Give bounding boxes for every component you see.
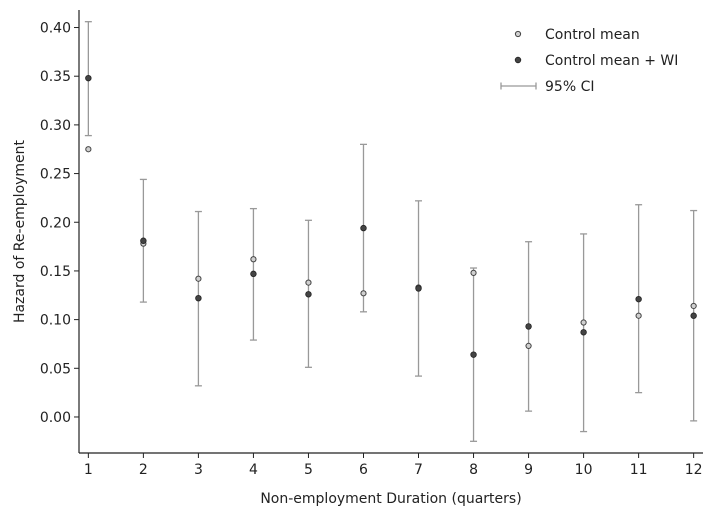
plot-area — [84, 21, 698, 442]
y-tick-label: 0.00 — [40, 410, 71, 426]
point-control-mean-wi — [580, 329, 587, 336]
point-control-mean — [580, 319, 587, 326]
point-control-mean — [635, 312, 642, 319]
y-ticks: 0.00 0.05 0.10 0.15 0.20 0.25 0.30 0.35 0.40 — [40, 21, 79, 426]
point-control-mean — [305, 279, 312, 286]
x-tick-label: 4 — [249, 462, 258, 478]
legend-label-control-mean: Control mean — [545, 27, 640, 43]
point-control-mean — [195, 275, 202, 282]
y-tick-label: 0.25 — [40, 167, 71, 183]
x-tick-label: 1 — [84, 462, 93, 478]
x-tick-label: 7 — [414, 462, 423, 478]
y-tick-label: 0.15 — [40, 264, 71, 280]
x-tick-label: 2 — [139, 462, 148, 478]
legend-marker-control-mean-wi — [514, 56, 522, 64]
y-tick-label: 0.35 — [40, 69, 71, 85]
y-tick-label: 0.10 — [40, 313, 71, 329]
x-tick-label: 3 — [194, 462, 203, 478]
legend-marker-ci — [500, 82, 537, 90]
x-tick-label: 10 — [575, 462, 593, 478]
point-control-mean-wi — [360, 224, 367, 232]
point-control-mean — [525, 342, 532, 350]
legend-marker-control-mean — [514, 30, 522, 38]
y-tick-label: 0.30 — [40, 118, 71, 134]
legend: Control mean Control mean + WI 95% CI — [500, 27, 678, 95]
x-tick-label: 8 — [469, 462, 478, 478]
x-ticks: 1 2 3 4 5 6 7 8 9 10 11 12 — [84, 453, 703, 478]
point-control-mean-wi — [525, 323, 532, 330]
point-control-mean — [470, 269, 477, 276]
x-tick-label: 6 — [359, 462, 368, 478]
point-control-mean-wi — [415, 285, 422, 292]
point-control-mean — [360, 290, 367, 297]
y-tick-label: 0.40 — [40, 21, 71, 37]
x-tick-label: 9 — [524, 462, 533, 478]
point-control-mean-wi — [140, 237, 147, 244]
x-axis-label: Non-employment Duration (quarters) — [260, 491, 521, 507]
y-tick-label: 0.20 — [40, 215, 71, 231]
point-control-mean-wi — [195, 294, 202, 302]
x-tick-label: 5 — [304, 462, 313, 478]
point-control-mean — [85, 146, 92, 153]
point-control-mean-wi — [250, 270, 257, 278]
y-axis-label: Hazard of Re-employment — [12, 139, 28, 323]
point-control-mean-wi — [85, 74, 92, 82]
legend-label-control-mean-wi: Control mean + WI — [545, 53, 678, 69]
point-control-mean-wi — [635, 295, 642, 303]
x-tick-label: 12 — [685, 462, 703, 478]
legend-label-ci: 95% CI — [545, 79, 594, 95]
point-control-mean-wi — [305, 291, 312, 298]
point-control-mean-wi — [470, 351, 477, 358]
y-tick-label: 0.05 — [40, 361, 71, 377]
point-control-mean — [690, 302, 697, 310]
x-tick-label: 11 — [630, 462, 648, 478]
point-control-mean — [250, 256, 257, 263]
point-control-mean-wi — [690, 312, 697, 319]
